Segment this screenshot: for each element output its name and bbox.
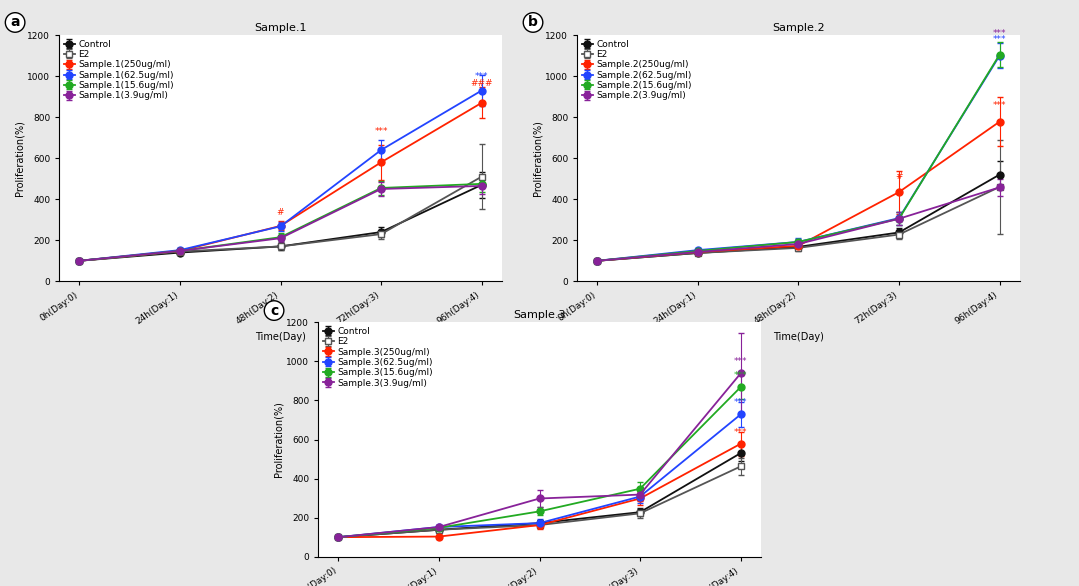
Text: ***: ***: [475, 72, 489, 81]
X-axis label: Time(Day): Time(Day): [255, 332, 306, 342]
Text: ***: ***: [993, 35, 1007, 45]
Text: ***: ***: [734, 371, 748, 380]
Y-axis label: Proliferation(%): Proliferation(%): [14, 120, 25, 196]
Text: b: b: [528, 15, 538, 29]
Legend: Control, E2, Sample.3(250ug/ml), Sample.3(62.5ug/ml), Sample.3(15.6ug/ml), Sampl: Control, E2, Sample.3(250ug/ml), Sample.…: [322, 325, 435, 389]
Text: ###: ###: [470, 80, 493, 88]
Text: #: #: [277, 207, 284, 217]
Text: ***: ***: [374, 127, 387, 135]
Text: a: a: [11, 15, 19, 29]
Text: ***: ***: [734, 357, 748, 366]
Text: ***: ***: [734, 398, 748, 407]
Legend: Control, E2, Sample.2(250ug/ml), Sample.2(62.5ug/ml), Sample.2(15.6ug/ml), Sampl: Control, E2, Sample.2(250ug/ml), Sample.…: [581, 38, 694, 102]
Text: #: #: [896, 172, 903, 180]
X-axis label: Time(Day): Time(Day): [773, 332, 824, 342]
Title: Sample.2: Sample.2: [773, 23, 824, 33]
Text: ***: ***: [993, 101, 1007, 110]
Title: Sample.1: Sample.1: [255, 23, 306, 33]
Text: ***: ***: [734, 428, 748, 437]
Text: ***: ***: [993, 29, 1007, 38]
Title: Sample.3: Sample.3: [514, 310, 565, 320]
Y-axis label: Proliferation(%): Proliferation(%): [273, 401, 284, 478]
Y-axis label: Proliferation(%): Proliferation(%): [532, 120, 543, 196]
Legend: Control, E2, Sample.1(250ug/ml), Sample.1(62.5ug/ml), Sample.1(15.6ug/ml), Sampl: Control, E2, Sample.1(250ug/ml), Sample.…: [63, 38, 176, 102]
Text: c: c: [270, 304, 278, 318]
